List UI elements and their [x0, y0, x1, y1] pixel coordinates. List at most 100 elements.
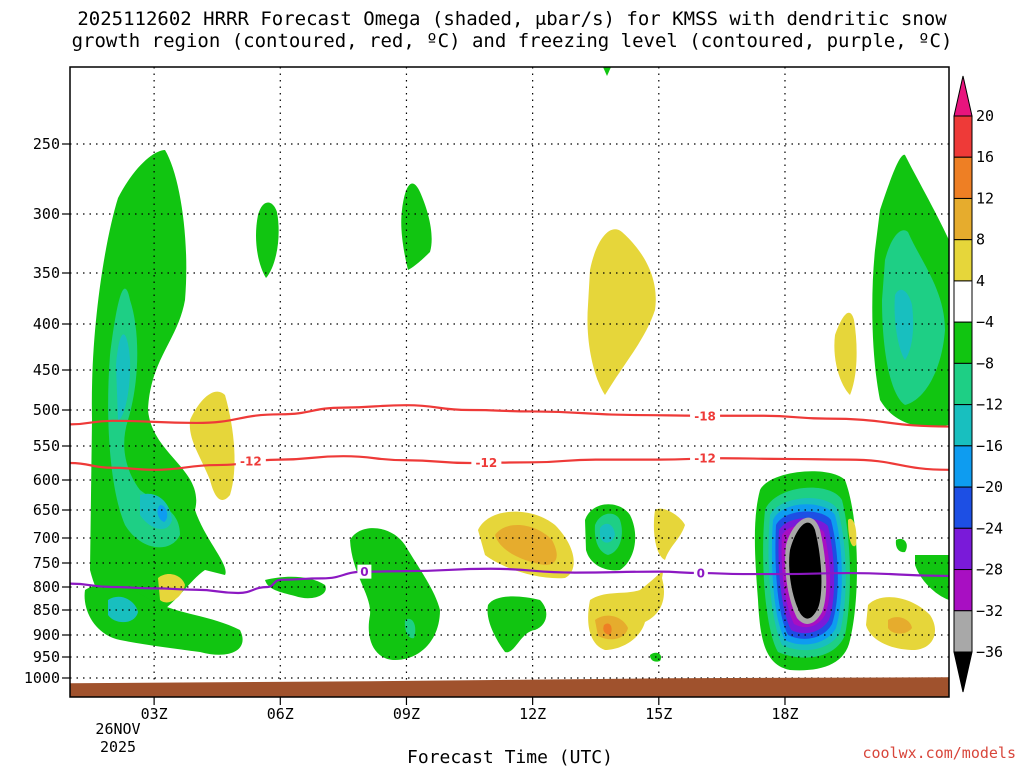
y-tick-label-750: 750 — [33, 554, 60, 572]
x-tick-label-12Z: 12Z — [519, 705, 546, 723]
colorbar-bin-2 — [953, 197, 973, 241]
y-tick-label-650: 650 — [33, 501, 60, 519]
colorbar-label-11: −28 — [976, 561, 1003, 579]
x-axis-label: Forecast Time (UTC) — [407, 747, 613, 768]
shaded-omega-field — [84, 67, 949, 671]
y-tick-label-700: 700 — [33, 529, 60, 547]
omega-region-gold-18z-low — [888, 617, 912, 634]
colorbar-label-5: −4 — [976, 313, 994, 331]
x-tick-label-03Z: 03Z — [141, 705, 168, 723]
omega-region-yellow-18z-upper — [834, 312, 857, 395]
y-tick-label-250: 250 — [33, 135, 60, 153]
colorbar-bottom-arrow — [953, 651, 973, 693]
colorbar-label-3: 8 — [976, 231, 985, 249]
omega-region-green-12z-top — [603, 67, 611, 76]
contour-line-0 — [70, 404, 949, 428]
title-line-2: growth region (contoured, red, ºC) and f… — [71, 30, 953, 52]
omega-region-orange-13z-low — [603, 623, 612, 635]
omega-region-cyan-09z-low — [404, 618, 416, 639]
contour-label-bg-4 — [357, 564, 372, 579]
colorbar-bin-8 — [953, 445, 973, 488]
colorbar-label-9: −20 — [976, 478, 1003, 496]
colorbar-label-10: −24 — [976, 519, 1003, 537]
omega-region-green-21z-low — [915, 555, 949, 600]
colorbar-top-arrow — [953, 75, 973, 117]
x-tick-label-15Z: 15Z — [645, 705, 672, 723]
omega-region-green-19z-dot — [895, 538, 907, 553]
plot-frame — [69, 66, 950, 698]
colorbar-label-12: −32 — [976, 602, 1003, 620]
y-axis: 250 300 350 400 450 500 550 600 650 700 750 800 850 9… — [24, 135, 70, 687]
y-tick-label-500: 500 — [33, 401, 60, 419]
contour-line-2 — [70, 567, 949, 595]
omega-region-yellow-05z — [189, 391, 235, 500]
y-tick-label-850: 850 — [33, 601, 60, 619]
omega-region-gold-13z-low — [595, 615, 628, 640]
y-tick-label-350: 350 — [33, 264, 60, 282]
contour-label-2: -12 — [476, 456, 498, 470]
colorbar-bin-9 — [953, 486, 973, 529]
colorbar-bin-7 — [953, 404, 973, 447]
colorbar-label-8: −16 — [976, 437, 1003, 455]
omega-region-teal-20z — [882, 230, 945, 405]
omega-region-yellow-13z-low — [588, 571, 665, 650]
x-tick-label-18Z: 18Z — [771, 705, 798, 723]
credit-link[interactable]: coolwx.com/models — [862, 744, 1016, 762]
omega-region-yellow-18z-mid — [848, 518, 857, 547]
colorbar: 20 16 12 8 4 −4 −8 −12 −16 −20 −24 −28 −32 −36 — [953, 75, 1003, 693]
temperature-contours — [70, 404, 949, 595]
contour-label-3: -12 — [694, 452, 716, 466]
colorbar-bin-12 — [953, 610, 973, 653]
title-line-1: 2025112602 HRRR Forecast Omega (shaded, … — [77, 8, 947, 30]
omega-region-yellow-13z-upper — [587, 229, 656, 395]
terrain-surface — [70, 677, 949, 697]
omega-region-green-11z-low — [487, 596, 547, 653]
chart-title: 2025112602 HRRR Forecast Omega (shaded, … — [0, 8, 1024, 52]
contour-label-4: 0 — [360, 565, 368, 579]
colorbar-bin-4 — [953, 280, 973, 323]
omega-region-black-17z — [789, 522, 822, 619]
colorbar-bin-1 — [953, 156, 973, 199]
contour-label-bg-2 — [471, 455, 502, 470]
contour-label-1: -12 — [240, 454, 262, 468]
y-tick-label-450: 450 — [33, 361, 60, 379]
colorbar-label-7: −12 — [976, 396, 1003, 414]
date-label-day: 26NOV — [95, 720, 140, 738]
y-tick-label-950: 950 — [33, 648, 60, 666]
colorbar-label-1: 16 — [976, 148, 994, 166]
y-tick-label-600: 600 — [33, 471, 60, 489]
date-label-year: 2025 — [100, 738, 136, 756]
colorbar-label-0: 20 — [976, 107, 994, 125]
x-tick-label-09Z: 09Z — [393, 705, 420, 723]
contour-line-1 — [70, 455, 949, 471]
omega-region-gold-11z — [495, 524, 557, 565]
omega-region-cyan-20z — [894, 289, 914, 360]
contour-label-0: -18 — [694, 409, 716, 423]
colorbar-bin-10 — [953, 527, 973, 571]
colorbar-bin-3 — [953, 239, 973, 282]
contour-label-bg-3 — [690, 451, 721, 466]
contour-labels: -18 -12 -12 -12 0 0 — [235, 408, 721, 581]
y-tick-label-900: 900 — [33, 626, 60, 644]
colorbar-label-13: −36 — [976, 643, 1003, 661]
contour-label-5: 0 — [697, 567, 705, 581]
colorbar-bin-0 — [953, 115, 973, 158]
y-tick-label-800: 800 — [33, 578, 60, 596]
omega-region-green-06z-upper — [255, 202, 279, 278]
omega-region-green-07z-low — [265, 576, 326, 599]
omega-region-green-09z-low — [350, 528, 440, 660]
colorbar-bin-11 — [953, 569, 973, 612]
omega-region-blue-left — [157, 505, 168, 522]
y-tick-label-300: 300 — [33, 205, 60, 223]
grid-lines — [70, 67, 949, 697]
colorbar-label-2: 12 — [976, 189, 994, 207]
y-tick-label-1000: 1000 — [24, 669, 60, 687]
colorbar-bin-6 — [953, 362, 973, 406]
y-tick-label-400: 400 — [33, 315, 60, 333]
contour-label-bg-1 — [235, 453, 266, 468]
colorbar-bin-5 — [953, 321, 973, 364]
omega-region-green-09z-upper — [401, 183, 432, 270]
omega-region-cyan-left — [116, 334, 172, 530]
contour-label-bg-5 — [693, 566, 708, 581]
